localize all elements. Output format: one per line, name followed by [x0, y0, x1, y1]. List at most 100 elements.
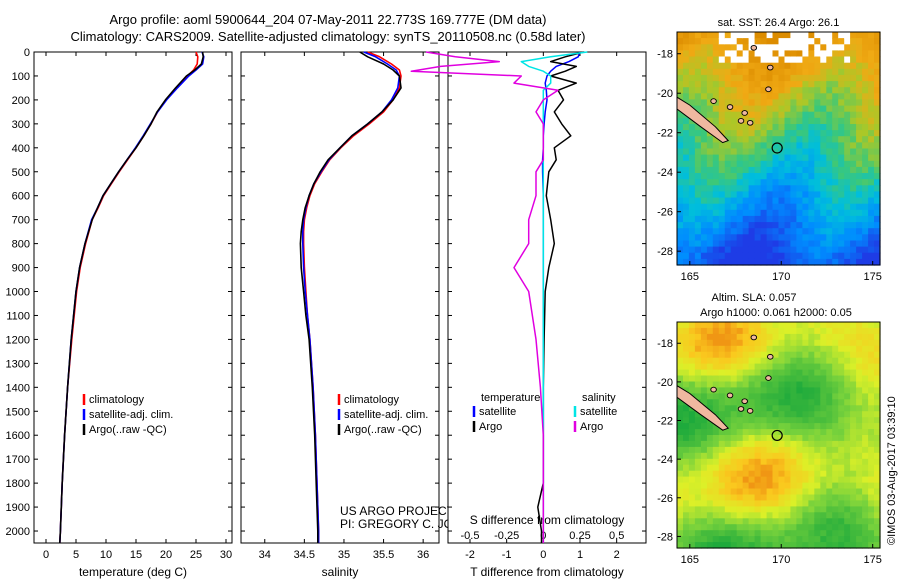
- map-cell: [820, 512, 827, 519]
- map-cell: [766, 99, 774, 107]
- map-cell: [730, 93, 738, 100]
- map-cell: [718, 246, 726, 254]
- map-cell: [868, 482, 875, 490]
- map-cell: [754, 423, 762, 430]
- map-cell: [754, 246, 762, 254]
- map-cell: [832, 357, 839, 365]
- map-cell: [862, 476, 869, 484]
- map-cell: [712, 512, 720, 519]
- map-cell: [868, 160, 875, 168]
- map-cell: [772, 62, 780, 70]
- map-cell: [832, 363, 839, 371]
- map-cell: [677, 345, 684, 353]
- map-cell: [814, 351, 821, 359]
- map-cell: [850, 215, 857, 223]
- map-cell: [784, 99, 792, 107]
- map-cell: [808, 130, 815, 137]
- map-cell: [838, 351, 845, 359]
- map-cell: [832, 369, 839, 377]
- map-cell: [874, 411, 881, 418]
- map-cell: [683, 93, 690, 100]
- map-cell: [838, 32, 845, 39]
- map-cell: [856, 142, 863, 150]
- map-cell: [766, 68, 774, 76]
- map-cell: [736, 44, 744, 51]
- map-cell: [814, 258, 821, 266]
- map-cell: [718, 234, 726, 241]
- map-cell: [748, 524, 756, 531]
- map-cell: [718, 530, 726, 537]
- map-cell: [677, 252, 684, 260]
- map-cell: [754, 333, 762, 341]
- map-cell: [730, 381, 738, 388]
- map-cell: [844, 197, 851, 205]
- temperature-legend-label: Argo(..raw -QC): [89, 424, 167, 436]
- map-cell: [802, 222, 809, 229]
- map-cell: [736, 160, 744, 168]
- depth-tick-label: 1100: [6, 310, 30, 322]
- map-cell: [832, 166, 839, 174]
- map-cell: [784, 381, 792, 388]
- map-cell: [700, 506, 708, 513]
- map-cell: [802, 44, 809, 51]
- map-cell: [760, 363, 768, 371]
- island: [741, 398, 748, 405]
- map-cell: [718, 154, 726, 162]
- map-cell: [838, 536, 845, 543]
- map-cell: [874, 536, 881, 543]
- map-cell: [838, 87, 845, 94]
- map-cell: [832, 512, 839, 519]
- map-cell: [850, 74, 857, 82]
- map-cell: [688, 252, 696, 260]
- map-cell: [718, 258, 726, 266]
- map-cell: [683, 452, 690, 460]
- map-cell: [874, 524, 881, 531]
- map-cell: [820, 399, 827, 406]
- map-cell: [748, 215, 756, 223]
- map-cell: [748, 488, 756, 495]
- map-cell: [832, 136, 839, 143]
- map-cell: [838, 93, 845, 100]
- map-cell: [784, 417, 792, 424]
- map-cell: [844, 405, 851, 412]
- map-cell: [742, 322, 750, 329]
- map-cell: [712, 530, 720, 537]
- map-cell: [683, 440, 690, 448]
- figure-title-line1: Argo profile: aoml 5900644_204 07-May-20…: [110, 12, 547, 27]
- map-cell: [742, 458, 750, 466]
- map-cell: [838, 148, 845, 156]
- map-cell: [820, 154, 827, 162]
- map-cell: [683, 381, 690, 388]
- map-cell: [694, 429, 702, 436]
- map-cell: [766, 38, 774, 45]
- map-cell: [760, 179, 768, 186]
- map-cell: [706, 322, 714, 329]
- map-cell: [748, 56, 756, 64]
- map-cell: [784, 166, 792, 174]
- map-cell: [677, 327, 684, 335]
- map-cell: [832, 215, 839, 223]
- map-cell: [730, 345, 738, 353]
- map-cell: [856, 258, 863, 266]
- map-cell: [730, 488, 738, 495]
- map-cell: [706, 357, 714, 365]
- map-cell: [838, 124, 845, 131]
- map-cell: [706, 68, 714, 76]
- map-cell: [784, 50, 792, 58]
- map-cell: [832, 530, 839, 537]
- map-cell: [784, 105, 792, 113]
- map-cell: [802, 87, 809, 94]
- map-cell: [874, 154, 881, 162]
- map-cell: [736, 429, 744, 436]
- map-cell: [724, 536, 732, 543]
- map-cell: [677, 191, 684, 199]
- map-cell: [677, 234, 684, 241]
- map-cell: [724, 482, 732, 490]
- map-cell: [730, 440, 738, 448]
- map-cell: [760, 62, 768, 70]
- map-cell: [844, 369, 851, 377]
- map-cell: [856, 197, 863, 205]
- map-cell: [754, 173, 762, 180]
- map-cell: [796, 117, 803, 125]
- map-cell: [736, 417, 744, 424]
